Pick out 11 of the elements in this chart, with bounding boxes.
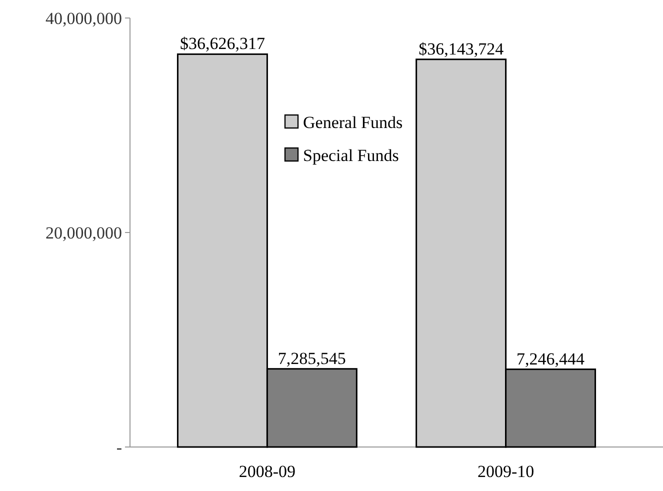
data-label: $36,143,724 bbox=[418, 39, 504, 58]
x-tick-label: 2009-10 bbox=[477, 462, 534, 481]
data-label: 7,246,444 bbox=[516, 349, 586, 368]
legend-label: Special Funds bbox=[303, 146, 399, 165]
data-label: $36,626,317 bbox=[180, 34, 266, 54]
legend-label: General Funds bbox=[303, 112, 403, 132]
y-tick-label: - bbox=[116, 438, 122, 457]
y-tick-label: 20,000,000 bbox=[46, 223, 122, 242]
data-label: 7,285,545 bbox=[278, 348, 346, 368]
y-tick-label: 40,000,000 bbox=[46, 8, 122, 28]
x-tick-label: 2008-09 bbox=[238, 462, 296, 481]
